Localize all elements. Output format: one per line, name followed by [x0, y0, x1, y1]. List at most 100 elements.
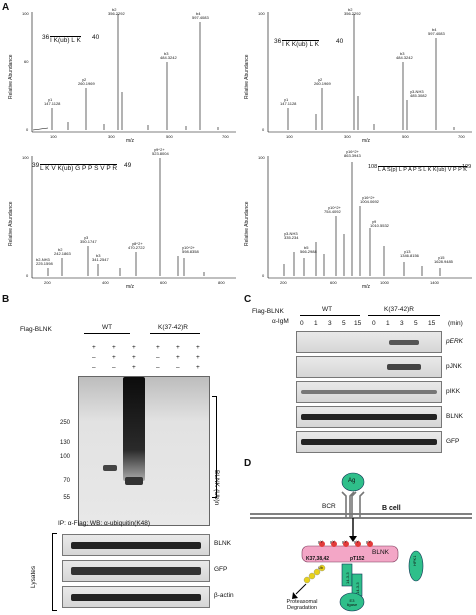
lysate-gfp-label: GFP — [214, 566, 228, 573]
ubiquitin-smear — [123, 377, 145, 481]
c-gfp-blot — [296, 431, 442, 453]
peak-label: y13 — [404, 249, 411, 254]
time: 3 — [328, 320, 332, 327]
b-row3-c5: – — [176, 364, 180, 371]
py-label: pY — [318, 539, 323, 544]
s4-xtick: 600 — [330, 280, 337, 285]
b-row2-c5: + — [176, 354, 180, 361]
s1-xtick: 700 — [222, 134, 229, 139]
b-row1-c4: + — [156, 344, 160, 351]
c-flag-label: Flag-BLNK — [252, 308, 284, 315]
time-unit: (min) — [448, 320, 463, 327]
py-label: pY — [354, 539, 359, 544]
peak-mz: 598.8358 — [182, 249, 199, 254]
group-mutant-line — [150, 333, 200, 334]
s4-seq-right: 109 — [462, 164, 472, 170]
peak-label: y1 — [48, 97, 53, 102]
band — [71, 542, 201, 549]
s4-xtick: 200 — [280, 280, 287, 285]
group-wt-line — [84, 333, 130, 334]
spectrum-4: Relative Abundance 100 0 200 600 1000 14… — [244, 146, 476, 290]
s3-sequence: L K V K(ub) G P P S V P R — [40, 164, 118, 172]
peak-mz: 485.3082 — [410, 93, 427, 98]
smear-bracket — [212, 396, 217, 498]
peak-mz: 147.1128 — [280, 101, 297, 106]
b-row1-c1: + — [92, 344, 96, 351]
peak-label: y3 — [84, 235, 89, 240]
peak-label: y8^2+ — [132, 241, 143, 246]
b-row3-c4: – — [156, 364, 160, 371]
peak-mz: 260.1969 — [78, 81, 95, 86]
p1433-label: 14-3-3 — [355, 582, 360, 594]
s3-seq-left: 39 — [32, 162, 40, 169]
peak-mz: 597.4083 — [192, 15, 209, 20]
b-row1-c6: + — [196, 344, 200, 351]
py-label: pY — [330, 539, 335, 544]
b-row2-c4: – — [156, 354, 160, 361]
peak-mz: 341.2547 — [92, 257, 109, 262]
peak-label: b3 — [400, 51, 405, 56]
ip-band — [125, 477, 143, 485]
band — [387, 364, 421, 370]
peak-label: y1 — [284, 97, 289, 102]
lysate-actin-label: β-actin — [214, 592, 234, 599]
peak-label: y3-NH3 — [410, 89, 424, 94]
b-row1-c2: + — [112, 344, 116, 351]
c-pjnk-blot — [296, 356, 442, 378]
group-wt: WT — [102, 324, 113, 331]
spectrum-1-plot — [31, 12, 236, 133]
c-group-wt: WT — [322, 306, 333, 313]
s1-xtick: 300 — [108, 134, 115, 139]
peak-label: y2 — [318, 77, 323, 82]
ag-label: Ag — [348, 478, 356, 484]
b-row3-c2: – — [112, 364, 116, 371]
s2-xtick: 700 — [458, 134, 465, 139]
peak-label: b3 — [96, 253, 101, 258]
time: 15 — [354, 320, 362, 327]
peak-mz: 1004.0692 — [360, 199, 379, 204]
group-mutant: K(37-42)R — [158, 324, 188, 331]
peak-label: y9^2+ — [154, 147, 165, 152]
peak-label: y16^2+ — [346, 149, 359, 154]
s1-seq-right: 40 — [92, 34, 100, 41]
b-row3-c6: + — [196, 364, 200, 371]
peak-label: y9 — [372, 219, 377, 224]
s1-seq-left: 36 — [42, 34, 50, 41]
s2-ytick: 0 — [262, 127, 265, 132]
s2-sequence: I K K(ub) L K — [282, 40, 319, 48]
c-stim-label: α-IgM — [272, 318, 289, 325]
spectrum-3: Relative Abundance 100 0 200 400 600 800… — [8, 146, 240, 290]
b-row2-c6: + — [196, 354, 200, 361]
s4-ytick: 100 — [258, 155, 265, 160]
s4-xtick: 1400 — [430, 280, 439, 285]
s1-xlabel: m/z — [126, 138, 135, 144]
peak-label: b5 — [304, 245, 309, 250]
s2-seq-right: 40 — [336, 38, 344, 45]
spectrum-2-plot — [267, 12, 472, 133]
s3-xtick: 400 — [102, 280, 109, 285]
s1-xtick: 500 — [166, 134, 173, 139]
panel-b-label: B — [2, 294, 10, 305]
mw-100: 100 — [59, 454, 70, 460]
s4-xlabel: m/z — [362, 284, 371, 290]
peak-mz: 335.234 — [284, 235, 299, 240]
pt152-label: pT152 — [350, 556, 365, 562]
peak-label: b4 — [432, 27, 437, 32]
peak-mz: 350.1747 — [80, 239, 97, 244]
band — [301, 414, 437, 420]
s2-xlabel: m/z — [362, 138, 371, 144]
blnk-node: BLNK — [372, 549, 389, 556]
peak-label: b4 — [196, 11, 201, 16]
s3-xlabel: m/z — [126, 284, 135, 290]
ub-label: Ub — [318, 565, 324, 570]
s4-xtick: 1000 — [380, 280, 389, 285]
peak-mz: 1346.8156 — [400, 253, 419, 258]
c-group-mutant-line — [368, 315, 440, 316]
s4-sequence: L A S(p) L P A P S L K K(ub) V P P K — [378, 166, 467, 173]
peak-mz: 523.8004 — [152, 151, 169, 156]
s3-seq-right: 49 — [124, 162, 132, 169]
peak-mz: 1628.9485 — [434, 259, 453, 264]
peak-label: y2 — [82, 77, 87, 82]
panel-a-label: A — [2, 2, 10, 13]
s2-xtick: 500 — [402, 134, 409, 139]
